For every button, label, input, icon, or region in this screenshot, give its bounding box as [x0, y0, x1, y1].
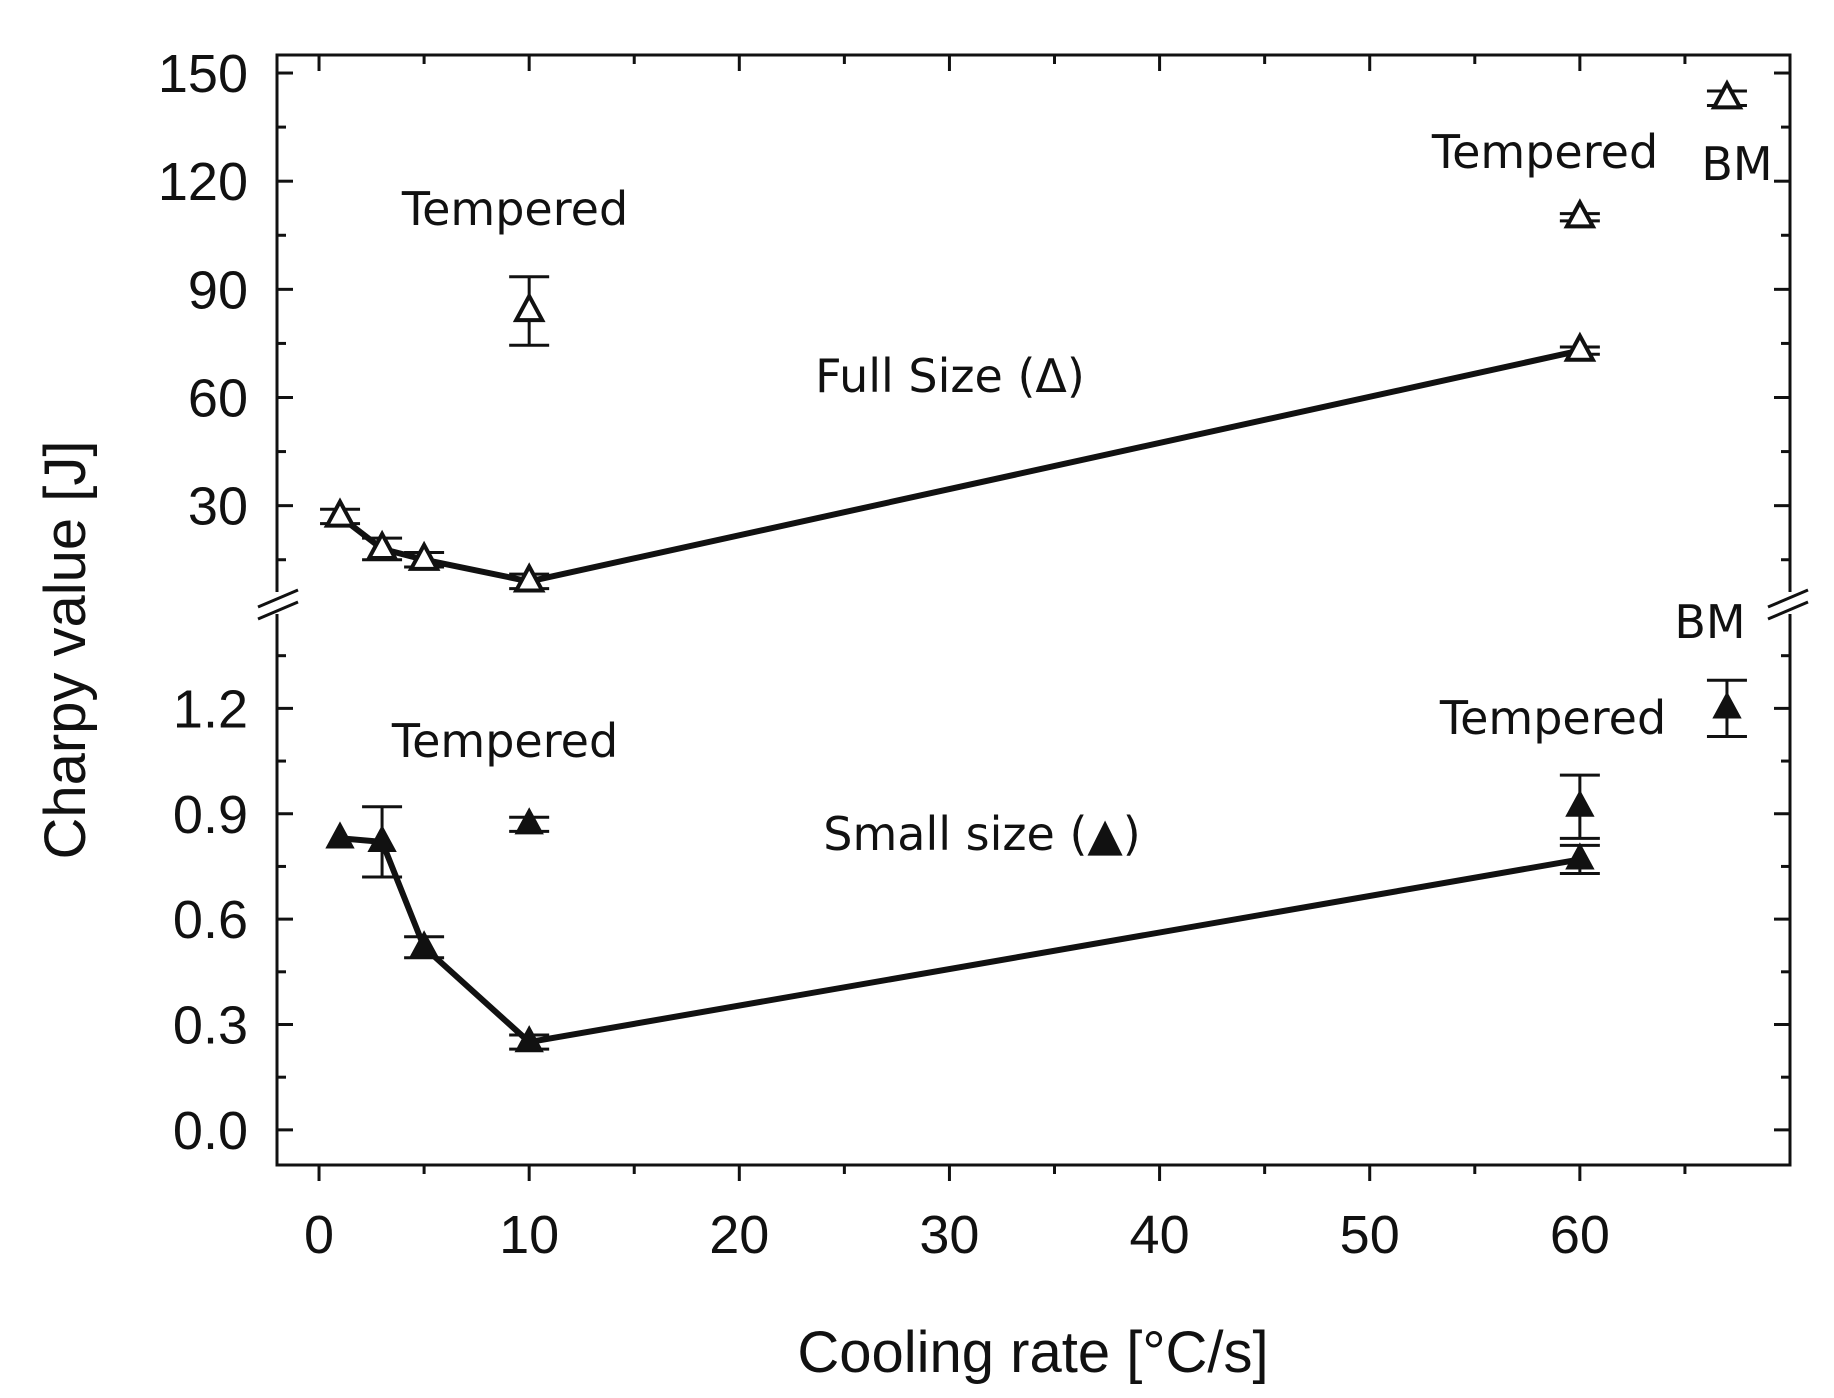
right-axis-break-mark [1767, 600, 1809, 621]
x-axis-title: Cooling rate [°C/s] [797, 1320, 1268, 1385]
y-tick-label-lower: 0.9 [173, 785, 248, 845]
data-point-open-triangle [365, 529, 399, 560]
x-tick-label: 50 [1340, 1205, 1400, 1265]
left-axis-break-mark [257, 600, 299, 621]
x-tick-label: 40 [1130, 1205, 1190, 1265]
right-axis-break-mark [1767, 588, 1809, 609]
y-tick-label-lower: 1.2 [173, 679, 248, 739]
tick-labels: 0 10 20 30 40 50 60 30 60 90 120 150 0.0 0.3 0.6 0.9 1.2 [158, 44, 1610, 1265]
data-point-filled-triangle [1565, 789, 1595, 817]
data-point-open-triangle [323, 497, 357, 528]
y-axis-title: Charpy value [J] [33, 440, 98, 859]
y-tick-label-upper: 120 [158, 152, 248, 212]
y-tick-label-upper: 90 [188, 260, 248, 320]
x-tick-label: 60 [1550, 1205, 1610, 1265]
data-point-filled-triangle [1565, 842, 1595, 870]
data-point-open-triangle [1710, 79, 1744, 110]
x-tick-label: 0 [304, 1205, 334, 1265]
data-point-filled-triangle [325, 821, 355, 849]
annotation-tempered-upper-left: Tempered [401, 182, 628, 236]
data-point-open-triangle [512, 562, 546, 593]
x-tick-label: 10 [499, 1205, 559, 1265]
annotation-tempered-lower-left: Tempered [391, 714, 618, 768]
annotation-bm-upper: BM [1701, 137, 1772, 191]
x-tick-label: 30 [919, 1205, 979, 1265]
x-tick-label: 20 [709, 1205, 769, 1265]
y-tick-label-upper: 150 [158, 44, 248, 104]
data-point-open-triangle [512, 291, 546, 323]
data-marks [320, 79, 1747, 1053]
data-point-open-triangle [1563, 198, 1597, 229]
left-axis-break-mark [257, 588, 299, 609]
data-point-filled-triangle [367, 824, 397, 852]
data-point-filled-triangle [1712, 691, 1742, 719]
data-point-open-triangle [407, 540, 441, 571]
annotation-small-size-label: Small size (▲) [823, 807, 1140, 861]
data-point-filled-triangle [514, 807, 544, 835]
y-tick-label-lower: 0.3 [173, 996, 248, 1056]
y-tick-label-upper: 30 [188, 477, 248, 537]
annotation-tempered-upper-right: Tempered [1431, 125, 1658, 179]
annotation-full-size-label: Full Size (Δ) [815, 349, 1085, 403]
annotation-tempered-lower-right: Tempered [1439, 691, 1666, 745]
y-tick-label-lower: 0.6 [173, 890, 248, 950]
data-point-open-triangle [1563, 331, 1597, 362]
series-line [339, 835, 1581, 1046]
y-tick-label-upper: 60 [188, 369, 248, 429]
annotation-bm-lower: BM [1674, 595, 1745, 649]
y-tick-label-lower: 0.0 [173, 1101, 248, 1161]
axis-ticks [277, 55, 1790, 1181]
data-point-filled-triangle [514, 1025, 544, 1053]
data-point-filled-triangle [409, 930, 439, 958]
